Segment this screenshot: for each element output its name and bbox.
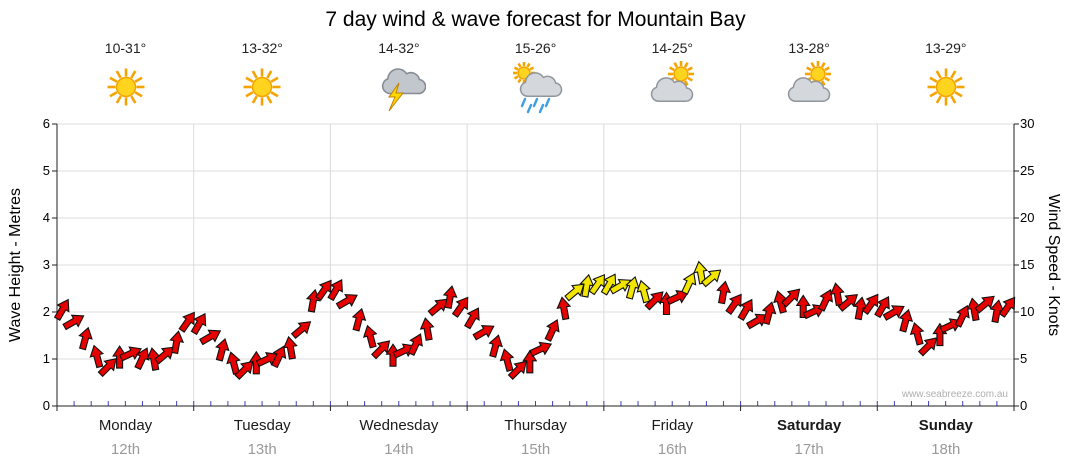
weather-icon-storm bbox=[372, 61, 427, 115]
day-footer: Sunday 18th bbox=[877, 417, 1014, 458]
weather-icon-partly-cloudy bbox=[645, 61, 699, 115]
day-date: 12th bbox=[110, 441, 141, 458]
day-temp-range: 15-26° bbox=[514, 40, 557, 56]
day-header: 10-31° bbox=[57, 40, 194, 120]
wind-arrow-chart bbox=[52, 123, 1019, 411]
day-temp-range: 14-25° bbox=[651, 40, 693, 56]
plot-area: www.seabreeze.com.au bbox=[52, 123, 1019, 411]
right-axis-tick: 25 bbox=[1020, 163, 1035, 178]
weather-icon-sunny bbox=[235, 61, 289, 115]
day-header: 13-28° bbox=[741, 40, 878, 120]
weather-icon-sunny bbox=[919, 61, 973, 115]
day-name: Tuesday bbox=[233, 417, 291, 434]
chart-title: 7 day wind & wave forecast for Mountain … bbox=[325, 8, 746, 31]
left-axis-tick: 6 bbox=[42, 116, 50, 131]
right-axis-tick: 10 bbox=[1020, 304, 1035, 319]
day-name: Thursday bbox=[504, 417, 567, 434]
day-date: 18th bbox=[931, 441, 961, 458]
day-footer: Monday 12th bbox=[57, 417, 194, 458]
day-footer: Friday 16th bbox=[604, 417, 741, 458]
day-footer: Wednesday 14th bbox=[330, 417, 467, 458]
day-footer: Saturday 17th bbox=[741, 417, 878, 458]
right-axis-tick: 30 bbox=[1020, 116, 1035, 131]
day-temp-range: 13-29° bbox=[925, 40, 967, 56]
weather-icon-sunny bbox=[99, 61, 153, 115]
day-date: 15th bbox=[520, 441, 551, 458]
weather-icon-partly-cloudy bbox=[782, 61, 836, 115]
day-name: Monday bbox=[98, 417, 153, 434]
day-header: 14-32° bbox=[330, 40, 467, 120]
left-axis-tick: 3 bbox=[42, 257, 50, 272]
left-axis-tick: 2 bbox=[42, 304, 50, 319]
day-header: 13-32° bbox=[194, 40, 331, 120]
right-axis-tick: 15 bbox=[1020, 257, 1035, 272]
day-temp-range: 14-32° bbox=[378, 40, 420, 56]
day-name: Friday bbox=[651, 417, 694, 434]
day-date: 13th bbox=[247, 441, 277, 458]
day-date: 16th bbox=[657, 441, 687, 458]
day-name: Sunday bbox=[918, 417, 973, 434]
day-date: 14th bbox=[384, 441, 414, 458]
day-temp-range: 13-28° bbox=[788, 40, 830, 56]
left-axis-tick: 5 bbox=[42, 163, 50, 178]
day-temp-range: 10-31° bbox=[104, 40, 147, 56]
day-header: 15-26° bbox=[467, 40, 604, 120]
day-header: 13-29° bbox=[877, 40, 1014, 120]
day-date: 17th bbox=[794, 441, 824, 458]
watermark: www.seabreeze.com.au bbox=[901, 389, 1008, 400]
day-footer: Tuesday 13th bbox=[194, 417, 331, 458]
day-header: 14-25° bbox=[604, 40, 741, 120]
day-name: Saturday bbox=[776, 417, 842, 434]
left-axis-tick: 4 bbox=[42, 210, 50, 225]
right-axis-tick: 20 bbox=[1020, 210, 1035, 225]
day-temp-range: 13-32° bbox=[241, 40, 283, 56]
left-axis-tick: 0 bbox=[42, 398, 50, 413]
weather-icon-showers bbox=[509, 61, 563, 115]
left-axis-tick: 1 bbox=[42, 351, 50, 366]
day-footer: Thursday 15th bbox=[467, 417, 604, 458]
right-axis-tick: 5 bbox=[1020, 351, 1028, 366]
day-name: Wednesday bbox=[359, 417, 439, 434]
right-axis-tick: 0 bbox=[1020, 398, 1028, 413]
